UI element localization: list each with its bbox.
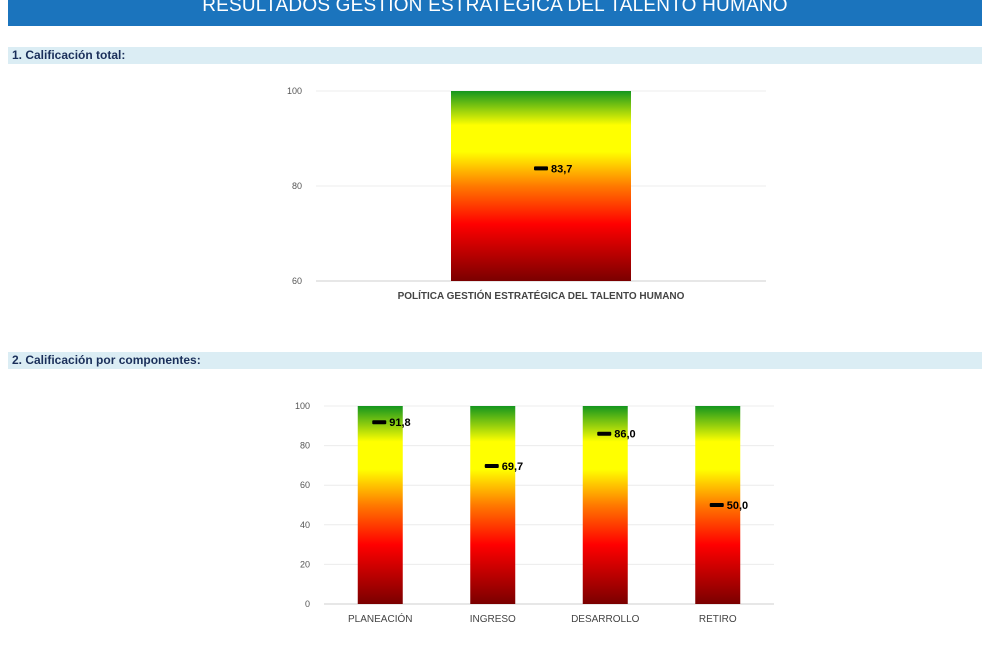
y-tick-label: 0: [305, 599, 310, 609]
report-title: RESULTADOS GESTIÓN ESTRATÉGICA DEL TALEN…: [202, 0, 788, 16]
y-tick-label: 60: [300, 480, 310, 490]
value-label: 50,0: [727, 500, 748, 512]
section-component-scores: 2. Calificación por componentes:: [8, 352, 982, 369]
y-tick-label: 100: [295, 401, 310, 411]
category-label: RETIRO: [699, 614, 737, 625]
value-label: 86,0: [614, 429, 635, 441]
category-label: DESARROLLO: [571, 614, 640, 625]
y-tick-label: 80: [300, 441, 310, 451]
bar: [451, 91, 631, 281]
score-marker: [372, 420, 387, 425]
value-label: 91,8: [389, 417, 410, 429]
y-tick-label: 60: [292, 276, 302, 286]
value-label: 83,7: [551, 163, 572, 175]
score-marker: [709, 503, 724, 507]
bar: [582, 406, 628, 604]
category-label: POLÍTICA GESTIÓN ESTRATÉGICA DEL TALENTO…: [398, 289, 685, 302]
category-label: INGRESO: [470, 614, 516, 625]
score-marker: [597, 431, 612, 436]
y-tick-label: 100: [287, 86, 302, 96]
y-tick-label: 80: [292, 181, 302, 191]
y-tick-label: 20: [300, 559, 310, 569]
category-label: PLANEACIÓN: [348, 612, 412, 625]
value-label: 69,7: [502, 461, 523, 473]
score-marker: [534, 166, 548, 171]
total-score-chart: 60 80 100 83,7 POLÍTICA GESTIÓN ESTRATÉGICA …: [287, 86, 766, 302]
bar: [357, 406, 403, 604]
section-total-score: 1. Calificación total:: [8, 47, 982, 64]
bar: [470, 406, 516, 604]
y-tick-label: 40: [300, 520, 310, 530]
report-title-banner: RESULTADOS GESTIÓN ESTRATÉGICA DEL TALEN…: [8, 0, 982, 26]
score-marker: [484, 463, 499, 468]
